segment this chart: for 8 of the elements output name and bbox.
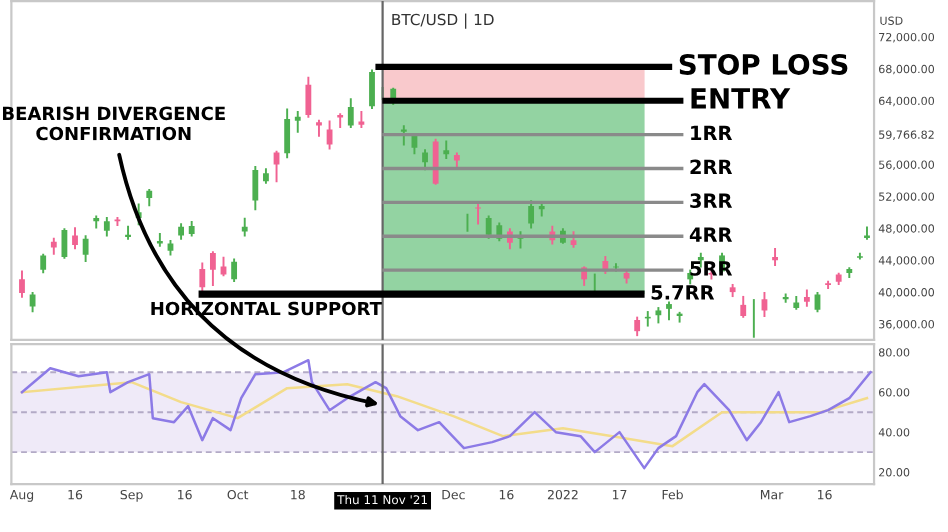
ref-line-label: STOP LOSS <box>679 53 848 75</box>
annotation: BEARISH DIVERGENCE CONFIRMATION <box>2 106 225 141</box>
ref-line-label: 5.7RR <box>651 285 715 300</box>
ref-line-label: 3RR <box>690 193 733 209</box>
ref-line-label: 1RR <box>691 125 733 140</box>
ref-line-label: 4RR <box>689 227 733 242</box>
ref-line-label: 2RR <box>690 159 733 174</box>
ref-line-label: ENTRY <box>691 88 791 109</box>
